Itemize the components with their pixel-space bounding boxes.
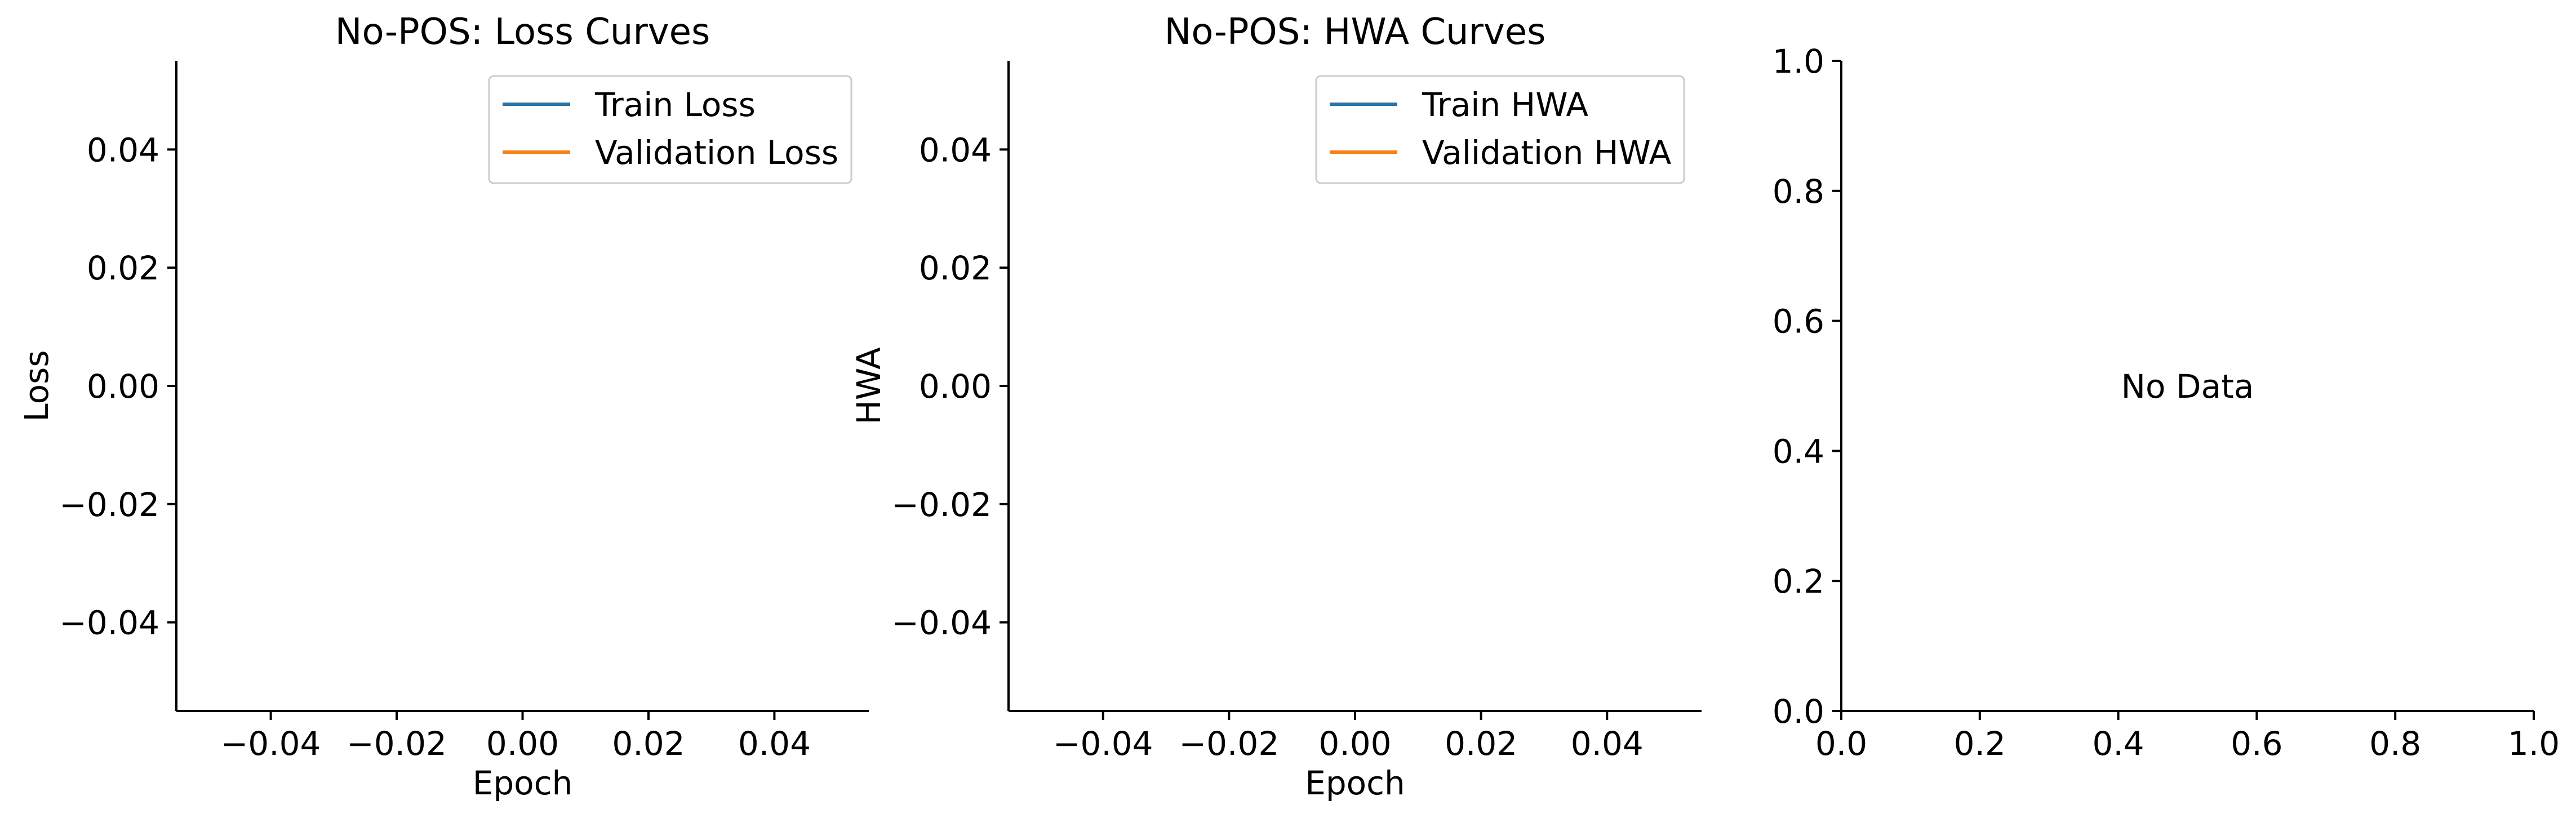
- x-tick-label: 1.0: [2508, 724, 2560, 763]
- y-axis-label: Loss: [17, 350, 56, 421]
- y-tick-label: 0.00: [919, 367, 992, 406]
- x-tick-label: 0.6: [2231, 724, 2282, 763]
- x-tick-label: 0.00: [1318, 724, 1391, 763]
- y-tick-label: −0.02: [59, 486, 159, 524]
- y-tick-label: −0.04: [59, 604, 159, 642]
- y-tick-label: 0.2: [1773, 562, 1824, 601]
- y-tick-label: 0.02: [919, 249, 992, 287]
- x-tick-label: 0.8: [2369, 724, 2421, 763]
- y-tick-label: 1.0: [1773, 42, 1824, 81]
- legend-frame: [1315, 75, 1685, 184]
- x-tick-label: 0.0: [1815, 724, 1867, 763]
- y-tick-label: 0.4: [1773, 432, 1824, 470]
- legend-label: Validation Loss: [595, 134, 838, 172]
- x-tick-label: 0.04: [1571, 724, 1644, 763]
- panel-3: 0.0 0.2 0.4 0.6 0.8 1.0 0.0 0.2 0.4 0.6 0.8 1.0 No D…: [1773, 42, 2560, 763]
- y-tick-label: 0.8: [1773, 172, 1824, 211]
- y-tick-label: 0.00: [87, 367, 159, 406]
- legend-label: Validation HWA: [1422, 134, 1672, 172]
- x-tick-label: 0.00: [486, 724, 559, 763]
- y-tick-label: −0.04: [891, 604, 992, 642]
- x-tick-label: 0.04: [738, 724, 811, 763]
- x-tick-label: −0.02: [1179, 724, 1279, 763]
- x-tick-label: −0.02: [347, 724, 447, 763]
- x-axis-label: Epoch: [473, 764, 573, 802]
- chart-title: No-POS: HWA Curves: [1165, 11, 1546, 53]
- x-tick-label: −0.04: [1053, 724, 1153, 763]
- no-data-annotation: No Data: [2121, 367, 2254, 406]
- y-tick-label: 0.04: [87, 131, 159, 169]
- y-tick-label: 0.6: [1773, 303, 1824, 341]
- x-tick-label: −0.04: [221, 724, 321, 763]
- y-tick-label: −0.02: [891, 486, 992, 524]
- legend-label: Train HWA: [1422, 86, 1588, 124]
- legend-frame: [488, 75, 852, 184]
- x-tick-label: 0.4: [2092, 724, 2144, 763]
- y-tick-label: 0.02: [87, 249, 159, 287]
- y-tick-label: 0.04: [919, 131, 992, 169]
- x-tick-label: 0.02: [1445, 724, 1517, 763]
- chart-title: No-POS: Loss Curves: [335, 11, 710, 53]
- legend: Train Loss Validation Loss: [488, 75, 852, 184]
- y-axis-label: HWA: [850, 347, 888, 425]
- x-tick-label: 0.2: [1954, 724, 2006, 763]
- legend-label: Train Loss: [594, 86, 756, 124]
- y-tick-label: 0.0: [1773, 692, 1824, 731]
- x-axis-label: Epoch: [1305, 764, 1405, 802]
- panel-1: −0.04 −0.02 0.00 0.02 0.04 −0.04 −0.02 0.00 0.02…: [17, 11, 869, 802]
- x-tick-label: 0.02: [612, 724, 685, 763]
- legend: Train HWA Validation HWA: [1315, 75, 1685, 184]
- panel-2: −0.04 −0.02 0.00 0.02 0.04 −0.04 −0.02 0.00 0.02…: [850, 11, 1702, 802]
